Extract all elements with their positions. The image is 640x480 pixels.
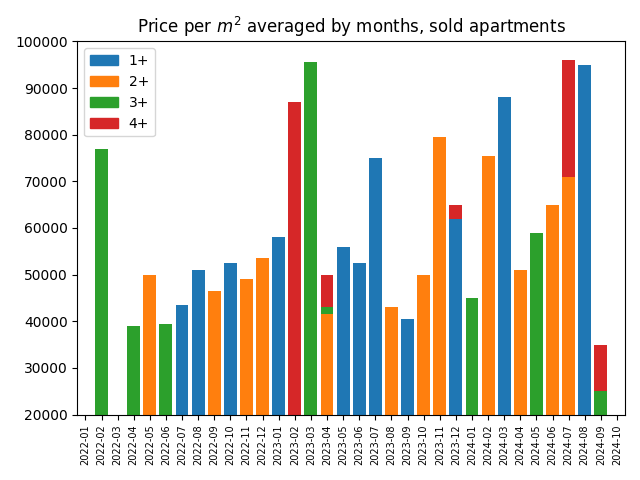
Bar xyxy=(321,275,333,307)
Bar xyxy=(272,237,285,415)
Bar xyxy=(208,291,221,415)
Bar xyxy=(433,137,446,415)
Bar xyxy=(337,247,349,415)
Bar xyxy=(417,275,430,415)
Bar xyxy=(385,307,398,415)
Bar xyxy=(192,270,205,415)
Bar xyxy=(465,298,479,415)
Bar xyxy=(498,97,511,415)
Bar xyxy=(127,326,140,415)
Bar xyxy=(546,204,559,415)
Bar xyxy=(224,263,237,415)
Legend: 1+, 2+, 3+, 4+: 1+, 2+, 3+, 4+ xyxy=(84,48,155,136)
Bar xyxy=(321,307,333,314)
Bar xyxy=(579,65,591,415)
Bar xyxy=(256,258,269,415)
Bar xyxy=(449,219,462,415)
Bar xyxy=(562,60,575,177)
Bar xyxy=(95,149,108,415)
Bar xyxy=(595,391,607,415)
Bar xyxy=(595,345,607,391)
Bar xyxy=(369,158,382,415)
Bar xyxy=(353,263,365,415)
Bar xyxy=(562,177,575,415)
Bar xyxy=(482,156,495,415)
Bar xyxy=(401,319,414,415)
Bar xyxy=(240,279,253,415)
Bar xyxy=(305,62,317,415)
Bar xyxy=(449,204,462,219)
Bar xyxy=(514,270,527,415)
Bar xyxy=(159,324,172,415)
Title: Price per $m^2$ averaged by months, sold apartments: Price per $m^2$ averaged by months, sold… xyxy=(137,15,566,39)
Bar xyxy=(530,233,543,415)
Bar xyxy=(321,314,333,415)
Bar xyxy=(175,305,189,415)
Bar xyxy=(289,102,301,415)
Bar xyxy=(143,275,156,415)
